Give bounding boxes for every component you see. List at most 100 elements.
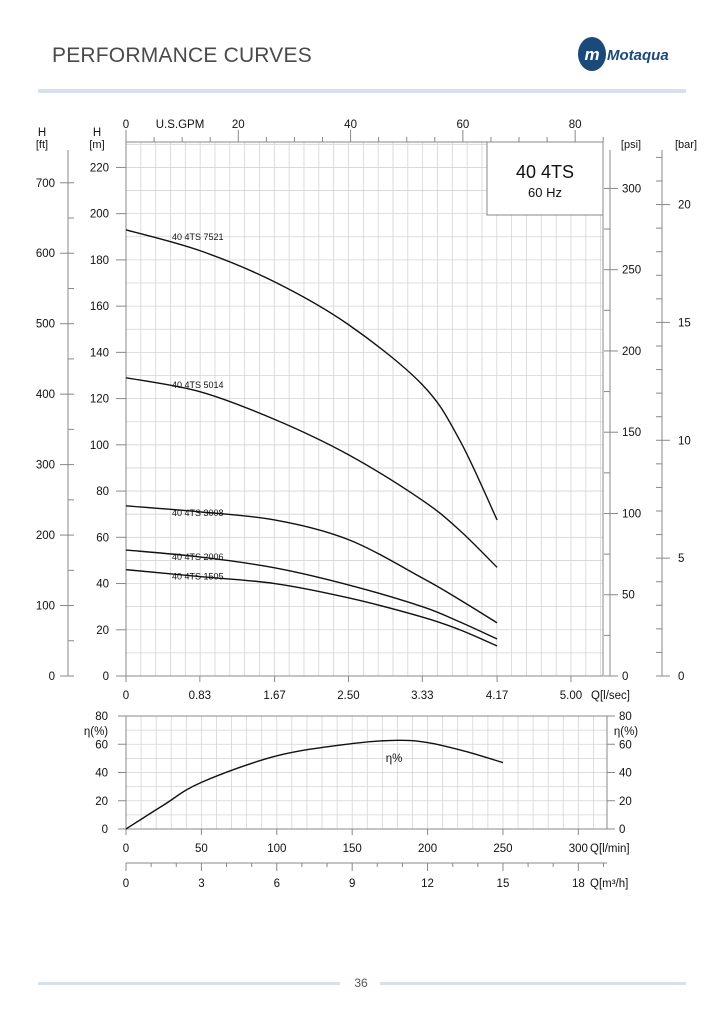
eff-tick-label-right: 20 [619,796,632,808]
x-tick-label: 4.17 [486,690,508,702]
curve-40-4TS-5014 [125,377,498,568]
bar-tick-label: 0 [678,671,684,683]
footer-rule-left [38,982,340,985]
page-number: 36 [354,976,368,990]
ft-axis-unit: [ft] [36,139,48,151]
lmin-tick-label: 250 [493,843,512,855]
gpm-tick-label: 40 [344,119,357,131]
ft-tick-label: 0 [49,671,55,683]
lmin-tick-label: 100 [267,843,286,855]
model-box [486,141,604,216]
m3h-tick-label: 6 [274,878,280,890]
header-rule [38,89,686,93]
eff-tick-label-left: 60 [95,739,108,751]
footer-rule-right [380,982,686,985]
m3h-tick-label: 0 [123,878,129,890]
curve-40-4TS-3008 [125,505,498,624]
psi-tick-label: 300 [622,183,641,195]
gpm-tick-label: 60 [456,119,469,131]
psi-tick-label: 200 [622,346,641,358]
plot-frame [125,141,604,677]
ft-tick-label: 400 [36,389,55,401]
ft-tick-label: 700 [36,178,55,190]
eff-tick-label-left: 80 [95,711,108,723]
lmin-axis-label: Q[l/min] [590,843,630,855]
svg-text:Motaqua: Motaqua [607,47,669,64]
lmin-tick-label: 200 [418,843,437,855]
curve-40-4TS-1505 [125,568,498,647]
psi-axis-unit: [psi] [621,139,641,151]
curve-label: 40 4TS 1505 [172,572,224,582]
gpm-tick-label: 20 [232,119,245,131]
m3h-axis-label: Q[m³/h] [590,878,628,890]
x-tick-label: 5.00 [560,690,582,702]
eff-tick-label-left: 20 [95,796,108,808]
ft-tick-label: 100 [36,601,55,613]
lmin-tick-label: 150 [343,843,362,855]
m-tick-label: 140 [90,347,109,359]
bar-tick-label: 15 [678,317,691,329]
curve-label: 40 4TS 3008 [172,508,224,518]
ft-tick-label: 200 [36,530,55,542]
eff-tick-label-right: 40 [619,768,632,780]
m-tick-label: 180 [90,255,109,267]
lmin-tick-label: 50 [195,843,208,855]
eff-axis-label-left: η(%) [84,726,108,738]
m-tick-label: 220 [90,162,109,174]
m-axis-unit: [m] [89,139,104,151]
m-tick-label: 60 [96,532,109,544]
psi-tick-label: 150 [622,427,641,439]
m-tick-label: 20 [96,625,109,637]
m-axis-label: H [93,127,101,139]
curve-40-4TS-7521 [125,229,498,521]
x-axis-label: Q[l/sec] [591,690,630,702]
efficiency-curve [125,739,504,830]
eff-axis-label-right: η(%) [614,726,638,738]
eff-tick-label-right: 0 [619,824,625,836]
m-tick-label: 160 [90,301,109,313]
eff-tick-label-right: 80 [619,711,632,723]
m3h-tick-label: 12 [421,878,434,890]
bar-tick-label: 20 [678,200,691,212]
bar-tick-label: 5 [678,553,684,565]
ft-tick-label: 500 [36,319,55,331]
m-tick-label: 120 [90,394,109,406]
psi-tick-label: 100 [622,508,641,520]
motaqua-logo: m Motaqua [578,37,669,71]
x-tick-label: 2.50 [337,690,359,702]
m3h-tick-label: 9 [349,878,355,890]
curve-40-4TS-2006 [125,549,498,640]
lmin-tick-label: 0 [123,843,129,855]
m-tick-label: 100 [90,440,109,452]
ft-axis-label: H [38,127,46,139]
ft-tick-label: 600 [36,248,55,260]
lmin-tick-label: 300 [569,843,588,855]
eff-tick-label-right: 60 [619,739,632,751]
m3h-tick-label: 18 [572,878,585,890]
x-tick-label: 1.67 [263,690,285,702]
curve-label: 40 4TS 5014 [172,380,224,390]
psi-tick-label: 50 [622,590,635,602]
m-tick-label: 0 [103,671,109,683]
psi-tick-label: 0 [622,671,628,683]
model-title: 40 4TS [516,162,574,182]
m3h-tick-label: 15 [497,878,510,890]
m-tick-label: 200 [90,209,109,221]
gpm-tick-label: 0 [123,119,129,131]
bar-tick-label: 10 [678,435,691,447]
eff-tick-label-left: 0 [102,824,108,836]
ft-tick-label: 300 [36,460,55,472]
curve-label: 40 4TS 7521 [172,232,224,242]
model-frequency: 60 Hz [528,185,562,200]
curve-label: 40 4TS 2006 [172,552,224,562]
page-title: PERFORMANCE CURVES [52,44,312,67]
m-tick-label: 80 [96,486,109,498]
svg-text:m: m [584,45,599,64]
eff-tick-label-left: 40 [95,768,108,780]
bar-axis-unit: [bar] [675,139,697,151]
m3h-tick-label: 3 [198,878,204,890]
x-tick-label: 0 [123,690,129,702]
x-tick-label: 0.83 [189,690,211,702]
psi-tick-label: 250 [622,265,641,277]
